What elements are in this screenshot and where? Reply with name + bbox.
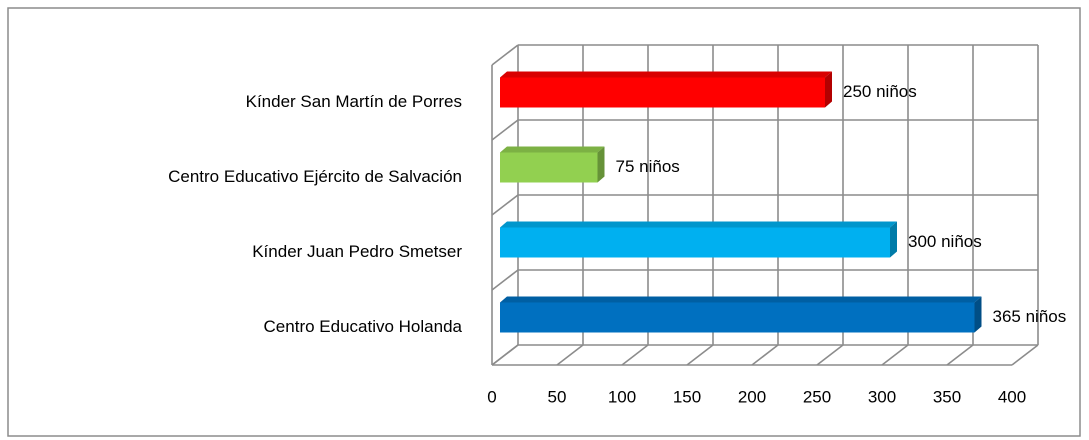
bar [500,71,832,108]
value-label: 365 niños [993,307,1067,326]
value-label: 75 niños [616,157,680,176]
category-label: Centro Educativo Ejército de Salvación [168,167,462,186]
bar-side [974,296,982,333]
floor-grid-line [556,344,584,366]
bar [500,146,605,183]
x-tick-label: 250 [803,387,831,406]
wall-line [491,44,519,66]
category-label: Kínder San Martín de Porres [246,92,462,111]
floor-grid-line [946,344,974,366]
floor-grid-line [816,344,844,366]
floor-grid-line [881,344,909,366]
bar-side [825,71,832,108]
wall-line [491,194,519,216]
x-tick-label: 50 [548,387,567,406]
floor-grid-line [751,344,779,366]
x-tick-label: 150 [673,387,701,406]
bar [500,296,982,333]
x-tick-label: 350 [933,387,961,406]
floor-grid-line [621,344,649,366]
category-label: Kínder Juan Pedro Smetser [252,242,462,261]
x-tick-label: 200 [738,387,766,406]
bar-top [500,146,605,153]
value-label: 300 niños [908,232,982,251]
floor-grid-line [1011,344,1039,366]
floor-grid-line [491,344,519,366]
x-tick-label: 0 [487,387,496,406]
x-tick-label: 400 [998,387,1026,406]
wall-line [491,269,519,291]
wall-line [491,119,519,141]
x-tick-label: 300 [868,387,896,406]
category-label: Centro Educativo Holanda [264,317,463,336]
bar-top [500,296,982,303]
value-label: 250 niños [843,82,917,101]
bar-front [500,77,825,108]
bar-side [890,221,897,258]
bar-top [500,221,897,228]
bar [500,221,897,258]
bar-side [597,146,605,183]
bar-top [500,71,832,78]
bar-front [500,152,598,183]
x-tick-label: 100 [608,387,636,406]
bar-front [500,227,890,258]
bar-front [500,302,975,333]
floor-grid-line [686,344,714,366]
